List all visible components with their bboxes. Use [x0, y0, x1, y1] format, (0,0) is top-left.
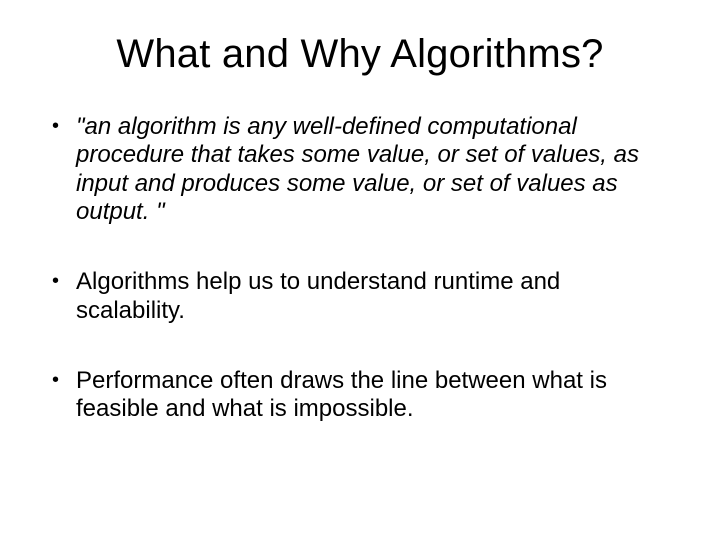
bullet-text: Algorithms help us to understand runtime…: [76, 268, 560, 323]
bullet-text: "an algorithm is any well-defined comput…: [76, 113, 639, 225]
list-item: "an algorithm is any well-defined comput…: [48, 113, 672, 226]
bullet-list: "an algorithm is any well-defined comput…: [48, 113, 672, 424]
slide: What and Why Algorithms? "an algorithm i…: [0, 0, 720, 540]
bullet-text: Performance often draws the line between…: [76, 367, 607, 422]
list-item: Performance often draws the line between…: [48, 367, 672, 424]
slide-title: What and Why Algorithms?: [48, 32, 672, 77]
list-item: Algorithms help us to understand runtime…: [48, 268, 672, 325]
